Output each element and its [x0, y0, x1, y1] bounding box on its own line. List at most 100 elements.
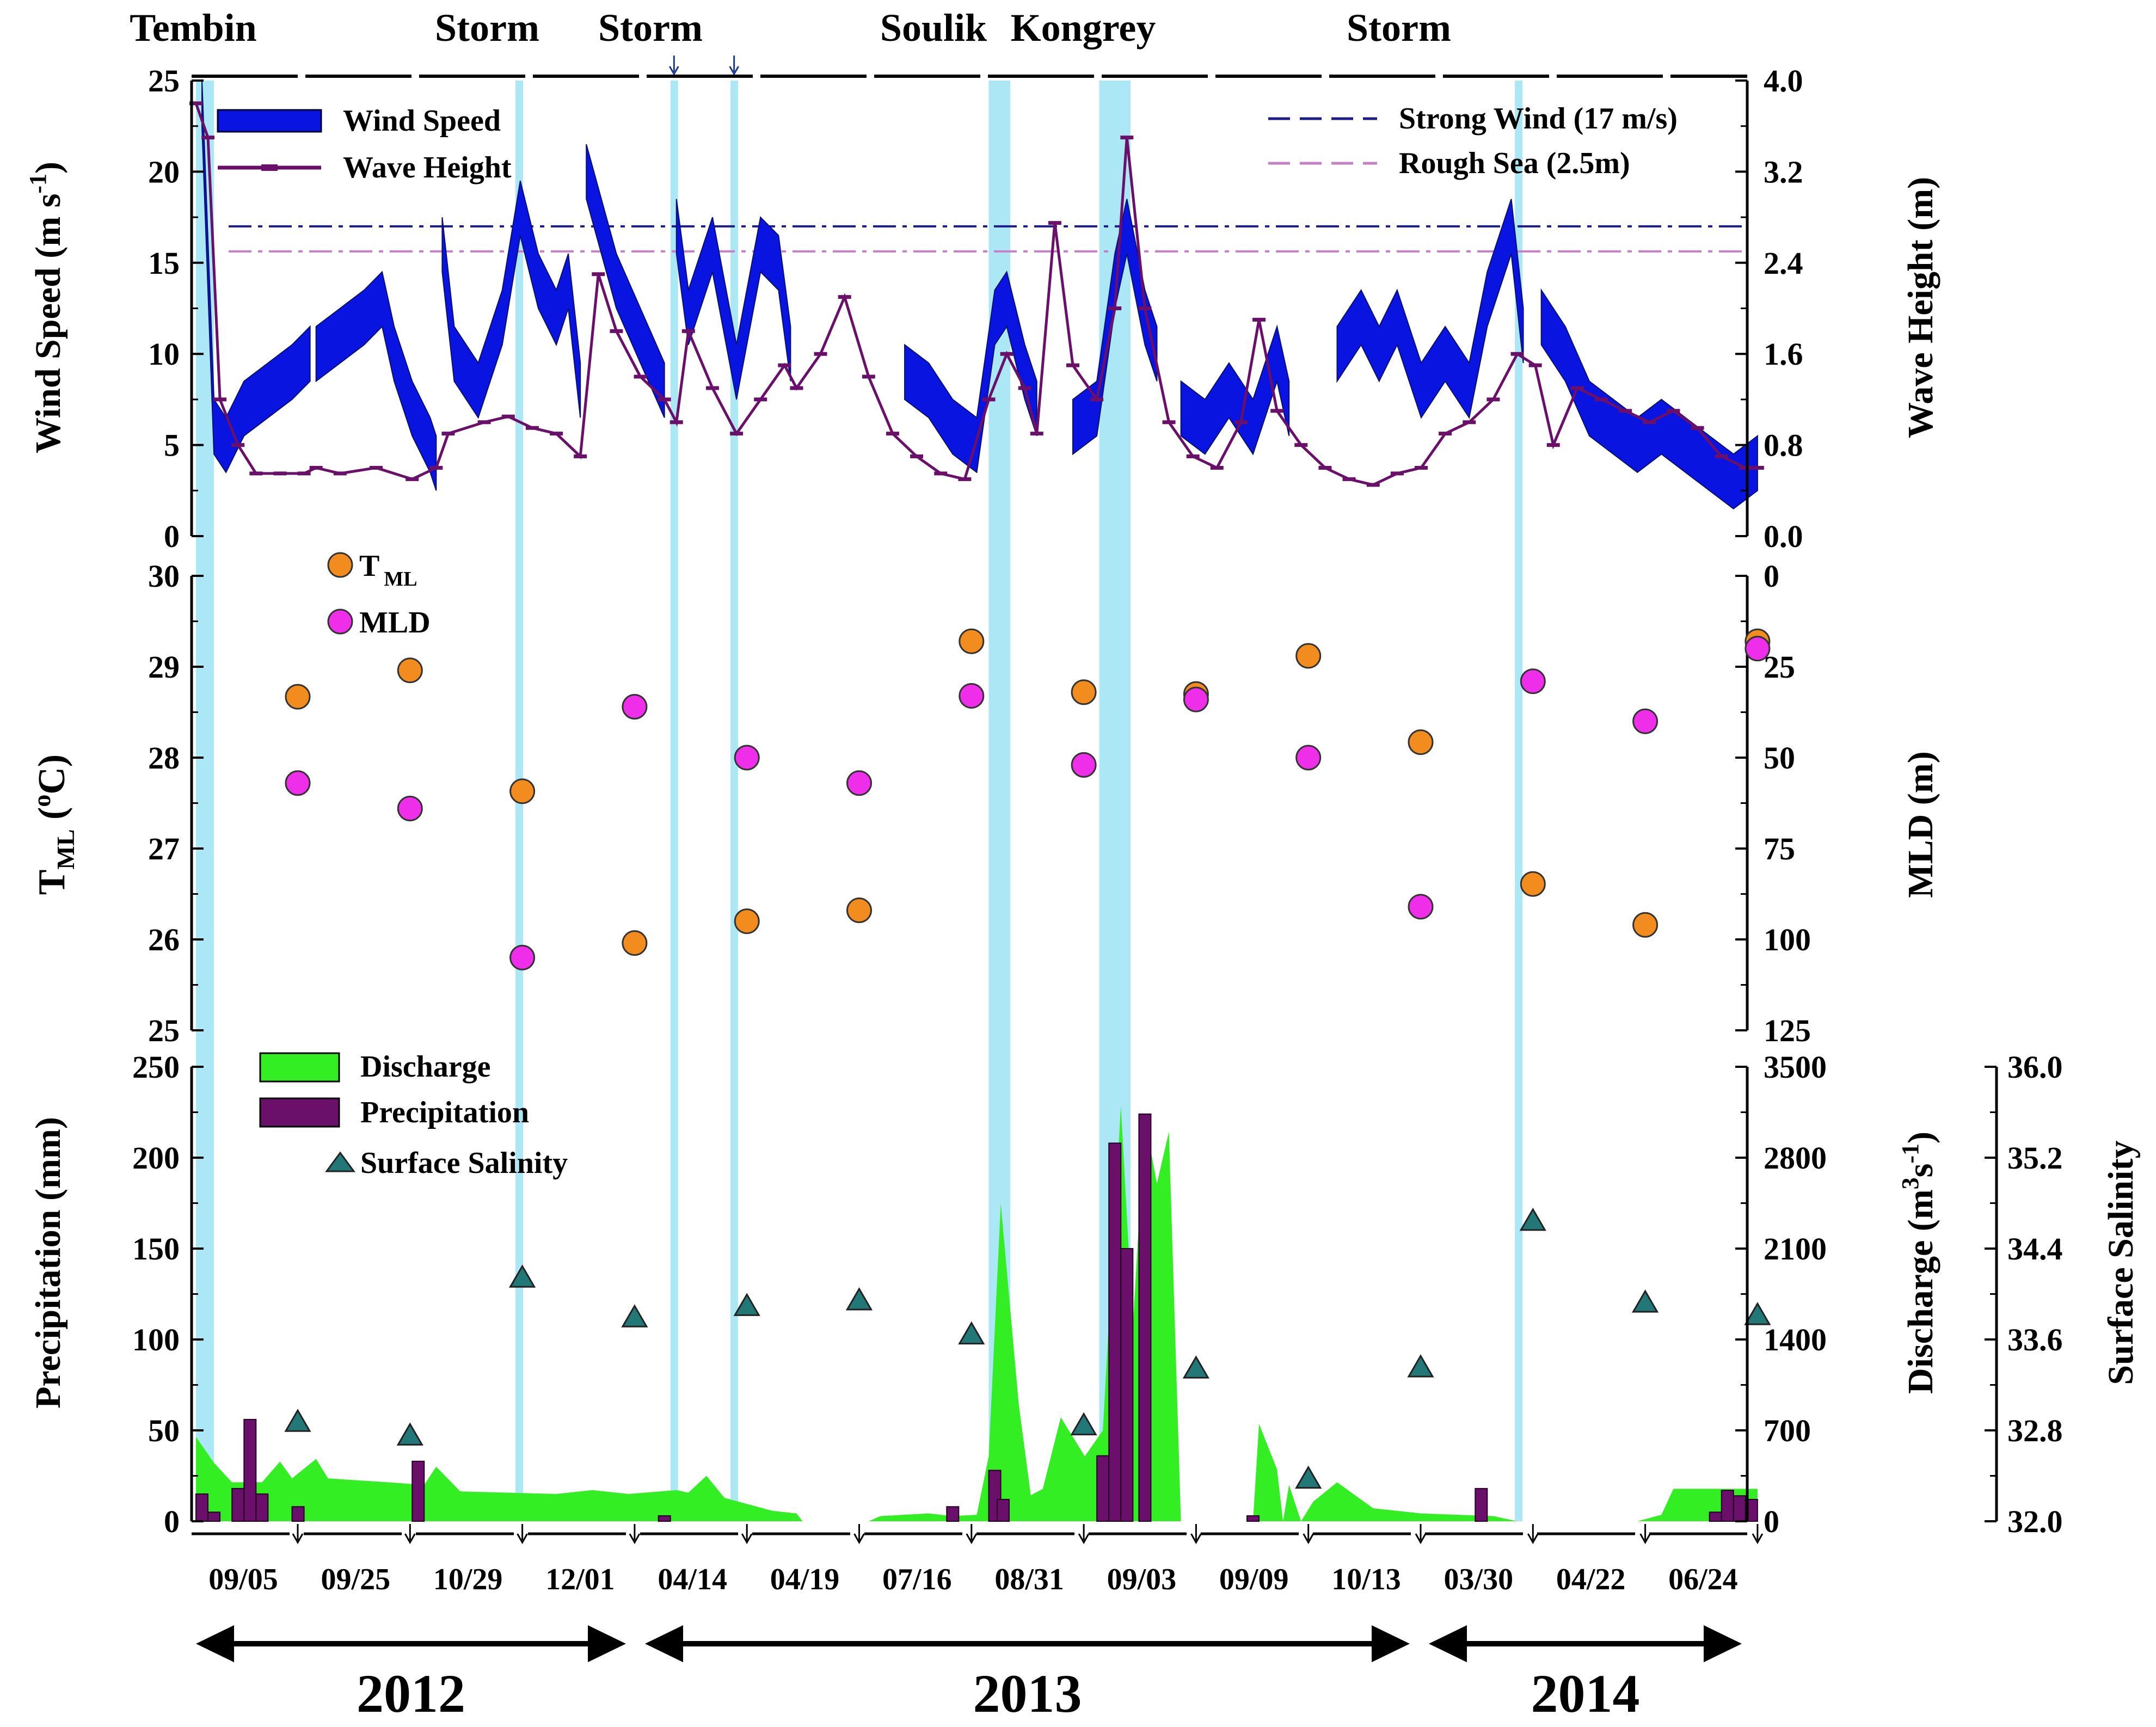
- salinity-point: [845, 1287, 873, 1311]
- left-tick-label: 100: [132, 1322, 180, 1357]
- legend-salinity-marker: [325, 1151, 355, 1172]
- panel-wind-wave-axes: 0 5 10 15 20 25 0.0 0.8 1.6 2.4 3.2 4.0: [148, 63, 1803, 554]
- precipitation-bar: [1246, 1515, 1260, 1522]
- date-tick-label: 04/19: [770, 1563, 840, 1596]
- precipitation-series: [195, 1113, 1758, 1522]
- date-tick-label: 04/14: [658, 1563, 727, 1596]
- panel-precip-legend: Discharge Precipitation Surface Salinity: [259, 1050, 568, 1180]
- tml-point: [734, 908, 760, 935]
- panel-tml-mld-points: [285, 628, 1771, 970]
- date-arrow-head: [966, 1533, 978, 1545]
- salinity-point: [1744, 1302, 1771, 1325]
- date-arrow-head: [1527, 1533, 1539, 1545]
- wind-speed-band: [1336, 199, 1524, 419]
- event-label: Tembin: [130, 6, 256, 50]
- mld-point: [959, 683, 985, 709]
- left-tick-label: 25: [148, 63, 180, 99]
- tml-point: [1632, 912, 1659, 938]
- precipitation-bar: [243, 1418, 257, 1522]
- precipitation-bar: [946, 1506, 960, 1522]
- salinity-axis-title: Surface Salinity: [2101, 1140, 2141, 1385]
- right-tick-label: 25: [1764, 649, 1795, 685]
- right-tick-label: 0.0: [1764, 519, 1803, 554]
- date-arrow-head: [1415, 1533, 1427, 1545]
- mld-axis-title: MLD (m): [1901, 751, 1940, 898]
- salinity-point: [1407, 1354, 1434, 1378]
- legend-wave-height-label: Wave Height: [343, 151, 512, 185]
- far-right-tick-label: 36.0: [2007, 1049, 2063, 1085]
- event-shade-band: [670, 81, 678, 1521]
- date-tick-label: 09/03: [1107, 1563, 1177, 1596]
- date-tick-label: 07/16: [882, 1563, 952, 1596]
- wind-speed-band: [201, 80, 311, 474]
- salinity-point: [621, 1304, 648, 1327]
- date-arrow-head: [629, 1533, 641, 1545]
- right-tick-label: 50: [1764, 740, 1795, 776]
- mld-point: [509, 944, 536, 970]
- date-arrow-head: [741, 1533, 753, 1545]
- event-label: Soulik: [880, 6, 987, 50]
- tml-axis-title: TML (oC): [28, 754, 79, 895]
- panel-tml-mld: 25 26 27 28 29 30 0 25 50 75 100 125 T ML MLD TML (o…: [28, 549, 1940, 1048]
- panel-precip-discharge: 0 50 100 150 200 250 0 700 1400 2100 2800 3500 32.0 3…: [28, 1049, 2141, 1539]
- right-tick-label: 2.4: [1764, 245, 1803, 281]
- panel-wind-wave-legend: Wind Speed Wave Height Strong Wind (17 m…: [217, 102, 1678, 185]
- date-arrow-head: [1303, 1533, 1315, 1545]
- date-tick-label: 10/29: [433, 1563, 503, 1596]
- right-tick-label: 0: [1764, 558, 1779, 594]
- year-span-right-arrow: [1372, 1625, 1410, 1662]
- tml-point: [1071, 679, 1097, 705]
- right-tick-label: 2800: [1764, 1140, 1827, 1176]
- tml-point: [1295, 643, 1322, 669]
- left-tick-label: 26: [148, 922, 180, 957]
- precipitation-bar: [291, 1506, 305, 1522]
- far-right-tick-label: 35.2: [2007, 1140, 2063, 1176]
- event-label: Storm: [598, 6, 703, 50]
- salinity-series: [284, 1207, 1771, 1489]
- mld-point: [1745, 636, 1771, 662]
- legend-wind-speed-swatch: [217, 109, 322, 133]
- wind-speed-series: [201, 80, 1758, 510]
- legend-precipitation-label: Precipitation: [360, 1096, 529, 1129]
- date-tick-label: 09/25: [321, 1563, 391, 1596]
- tml-point: [397, 657, 423, 684]
- wind-speed-band: [586, 144, 665, 418]
- mld-point: [1520, 668, 1546, 695]
- far-right-tick-label: 32.0: [2007, 1504, 2063, 1539]
- right-tick-label: 700: [1764, 1413, 1811, 1448]
- date-arrow-head: [1752, 1533, 1764, 1545]
- precipitation-bar: [195, 1493, 209, 1522]
- wave-height-axis-title: Wave Height (m): [1901, 177, 1940, 438]
- left-tick-label: 28: [148, 740, 180, 776]
- date-arrow-head: [517, 1533, 528, 1545]
- date-tick-label: 03/30: [1444, 1563, 1514, 1596]
- year-label: 2013: [973, 1663, 1082, 1724]
- panel-precip-axes: 0 50 100 150 200 250 0 700 1400 2100 2800 3500 32.0 3…: [132, 1049, 2063, 1539]
- right-tick-label: 100: [1764, 922, 1811, 957]
- precipitation-bar: [255, 1493, 269, 1522]
- precipitation-bar: [1475, 1488, 1488, 1522]
- left-tick-label: 25: [148, 1013, 180, 1048]
- wind-speed-band: [1180, 324, 1290, 456]
- far-right-tick-label: 32.8: [2007, 1413, 2063, 1448]
- mld-point: [734, 745, 760, 771]
- left-tick-label: 27: [148, 831, 180, 866]
- left-tick-label: 15: [148, 245, 180, 281]
- wind-speed-band: [1072, 199, 1158, 456]
- mld-point: [1295, 745, 1322, 771]
- precipitation-axis-title: Precipitation (mm): [28, 1117, 68, 1409]
- year-span-left-arrow: [196, 1625, 234, 1662]
- right-tick-label: 1.6: [1764, 336, 1803, 372]
- left-tick-label: 0: [164, 519, 180, 554]
- date-arrow-head: [1078, 1533, 1090, 1545]
- year-label: 2012: [357, 1663, 465, 1724]
- panel-tml-mld-legend: T ML MLD: [327, 549, 431, 640]
- mld-point: [285, 770, 311, 796]
- tml-point: [509, 778, 536, 804]
- legend-discharge-label: Discharge: [360, 1050, 491, 1084]
- right-tick-label: 75: [1764, 831, 1795, 866]
- salinity-point: [284, 1409, 311, 1432]
- legend-tml-label: T ML: [359, 549, 417, 591]
- wind-speed-band: [1540, 288, 1758, 510]
